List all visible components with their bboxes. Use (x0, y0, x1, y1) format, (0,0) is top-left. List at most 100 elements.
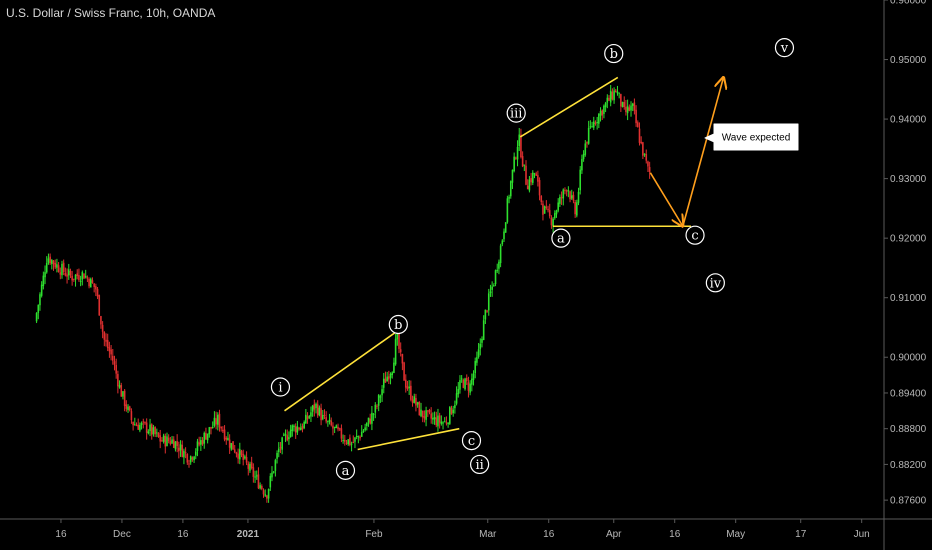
candle (113, 355, 116, 371)
candle (608, 95, 610, 101)
candle (345, 440, 348, 445)
candle (171, 435, 173, 445)
wave-expected-callout[interactable]: Wave expected (704, 123, 799, 151)
candle (98, 294, 101, 316)
candle (245, 451, 248, 466)
candle (140, 421, 143, 430)
candle (518, 127, 521, 152)
candle (550, 215, 553, 229)
projection-arrow[interactable] (649, 172, 683, 227)
candle (76, 269, 79, 280)
wave-label-v[interactable]: v (774, 38, 795, 58)
candle (462, 378, 465, 389)
candle (237, 448, 239, 464)
candle (205, 427, 207, 440)
price-tick-label: 0.91000 (890, 293, 927, 304)
chart-title: U.S. Dollar / Swiss Franc, 10h, OANDA (6, 6, 216, 20)
candle (320, 403, 322, 426)
candle (367, 417, 370, 427)
candle (200, 436, 202, 451)
candle (393, 357, 395, 374)
candle (437, 408, 439, 432)
price-tick-label: 0.90000 (890, 353, 927, 364)
wave-label-a[interactable]: a (335, 460, 356, 480)
wave-label-a[interactable]: a (551, 228, 571, 248)
candle (299, 423, 302, 431)
candle (101, 321, 104, 339)
candle (254, 470, 256, 483)
candle (44, 265, 46, 285)
candle (499, 243, 502, 268)
candle (611, 88, 614, 101)
candle (349, 434, 351, 447)
candle (374, 402, 377, 419)
candle (623, 96, 626, 110)
candle (506, 195, 509, 224)
candle (93, 283, 95, 293)
candle (283, 432, 285, 437)
candle (230, 442, 233, 451)
candle (389, 372, 392, 385)
candle (323, 409, 326, 420)
candle (144, 421, 146, 425)
price-tick-label: 0.93000 (890, 174, 927, 185)
candle (239, 442, 241, 465)
wave-label-b[interactable]: b (388, 314, 408, 335)
candle (150, 423, 153, 440)
candle (259, 482, 261, 490)
callout-text: Wave expected (722, 132, 791, 143)
candle (477, 343, 480, 359)
candle (47, 253, 50, 265)
wave-label-iv[interactable]: iv (705, 273, 725, 293)
candle (147, 429, 150, 435)
trend-line[interactable] (284, 326, 403, 412)
trend-line[interactable] (519, 76, 619, 138)
candle (464, 377, 466, 391)
candle (247, 461, 250, 476)
candle (501, 239, 504, 247)
candle (631, 102, 634, 112)
candle (616, 85, 619, 96)
candle (354, 437, 356, 449)
price-tick-label: 0.95000 (890, 55, 927, 66)
wave-label-iii[interactable]: iii (506, 103, 526, 123)
candle (420, 402, 422, 418)
candle (277, 442, 280, 458)
wave-label-c[interactable]: c (461, 430, 482, 451)
candle (425, 406, 427, 427)
trend-line[interactable] (357, 427, 460, 451)
wave-label-ii[interactable]: ii (470, 454, 490, 475)
candle (347, 439, 349, 446)
candle (582, 150, 585, 162)
candle (576, 199, 578, 218)
candle (103, 331, 106, 347)
wave-label-text: a (342, 464, 350, 479)
projection-arrow[interactable] (682, 77, 724, 227)
candle (211, 421, 214, 429)
candle (540, 195, 543, 206)
candle (318, 405, 321, 417)
candle (545, 200, 548, 210)
candle (628, 104, 631, 112)
wave-label-text: a (557, 232, 565, 247)
candle (327, 420, 329, 427)
candle (83, 273, 85, 279)
wave-label-c[interactable]: c (685, 225, 705, 245)
candle (106, 333, 109, 352)
candle (355, 429, 358, 440)
candle (481, 336, 483, 348)
candle (350, 441, 353, 452)
candle (321, 410, 324, 421)
wave-label-b[interactable]: b (604, 43, 624, 64)
wave-label-text: iv (710, 276, 722, 291)
price-tick-label: 0.96000 (890, 0, 927, 7)
candle (303, 420, 305, 430)
candle (125, 400, 128, 412)
candle (531, 170, 534, 186)
wave-label-text: iii (510, 107, 522, 122)
candle (523, 164, 526, 172)
candle (449, 406, 451, 425)
candle (196, 438, 199, 457)
wave-label-i[interactable]: i (270, 377, 291, 397)
